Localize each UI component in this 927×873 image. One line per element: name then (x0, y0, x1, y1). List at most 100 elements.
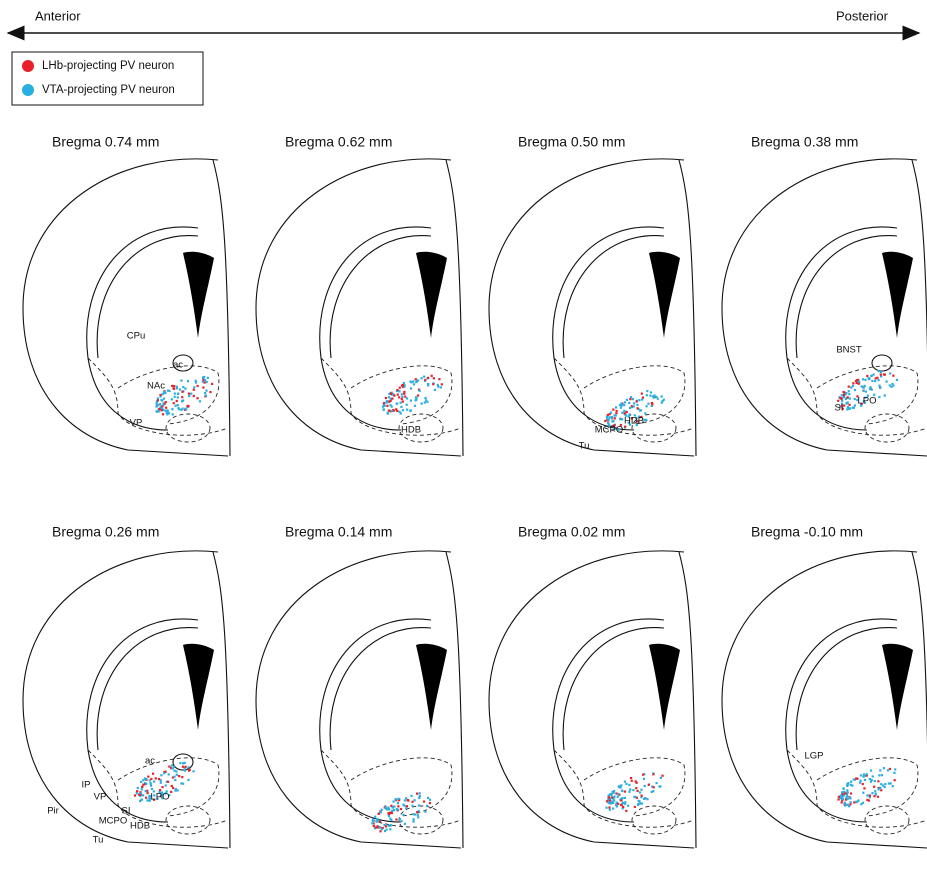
neuron-dot (187, 766, 189, 768)
neuron-dot (620, 804, 622, 806)
neuron-dot (605, 807, 607, 809)
neuron-dot (411, 801, 413, 803)
neuron-dot (612, 409, 614, 411)
brain-section: LGP (722, 551, 927, 848)
neuron-dot (628, 791, 630, 793)
neuron-dot (204, 379, 206, 381)
neuron-dot (629, 407, 631, 409)
neuron-dot (165, 784, 167, 786)
brain-outline (912, 160, 927, 456)
neuron-dot (177, 404, 179, 406)
neuron-dot (188, 393, 190, 395)
neuron-dot (397, 802, 399, 804)
neuron-dot (193, 395, 195, 397)
neuron-dot (652, 790, 654, 792)
region-boundary (351, 758, 452, 816)
neuron-dot (146, 792, 148, 794)
neuron-dot (156, 403, 158, 405)
neuron-dot (862, 802, 864, 804)
neuron-dot (414, 799, 416, 801)
white-matter (796, 236, 897, 358)
neuron-dot (634, 806, 636, 808)
neuron-dot (403, 382, 405, 384)
neuron-dot (172, 413, 174, 415)
neuron-dot (171, 408, 173, 410)
neuron-dot (168, 765, 170, 767)
region-boundary (865, 414, 909, 442)
anterior-commissure (872, 355, 892, 371)
neuron-dot (383, 402, 385, 404)
region-label: BNST (836, 345, 862, 356)
neuron-dot (661, 395, 663, 397)
neuron-dot (427, 377, 429, 379)
neuron-dot (643, 798, 645, 800)
region-label: MCPO (595, 425, 624, 436)
neuron-dot (886, 380, 888, 382)
neuron-dot (424, 811, 426, 813)
neuron-dot (884, 783, 886, 785)
white-matter (320, 227, 431, 430)
ventricle (882, 644, 913, 730)
neuron-dot (846, 789, 848, 791)
neuron-dot (642, 774, 644, 776)
neuron-dot (160, 409, 162, 411)
neuron-dot (415, 397, 417, 399)
neuron-dot (174, 405, 176, 407)
neuron-dot (632, 789, 634, 791)
neuron-dot (852, 385, 854, 387)
neuron-dot (652, 773, 654, 775)
neuron-dot (653, 786, 655, 788)
neuron-dot (629, 788, 631, 790)
neuron-dot (388, 400, 390, 402)
neuron-dot (180, 379, 182, 381)
neuron-dot (606, 416, 608, 418)
neuron-dot (864, 779, 866, 781)
neuron-dot (196, 397, 198, 399)
neuron-dot (386, 400, 388, 402)
neuron-dot (405, 807, 407, 809)
neuron-dot (846, 408, 848, 410)
panel-title: Bregma 0.50 mm (518, 134, 625, 150)
neuron-dot (372, 820, 374, 822)
neuron-dot (853, 801, 855, 803)
neuron-dot (204, 392, 206, 394)
region-label: Tu (93, 835, 104, 846)
neuron-dot (147, 776, 149, 778)
neuron-dot (655, 396, 657, 398)
legend-dot (22, 60, 34, 72)
neuron-dot (390, 819, 392, 821)
neuron-dot (165, 407, 167, 409)
neuron-dot (854, 389, 856, 391)
neuron-dot (874, 380, 876, 382)
neuron-dot (869, 778, 871, 780)
region-label: HDB (130, 821, 150, 832)
neuron-dot (165, 401, 167, 403)
brain-outline (679, 552, 696, 848)
neuron-dot (404, 396, 406, 398)
neuron-dot (655, 782, 657, 784)
neuron-dot (192, 770, 194, 772)
neuron-dot (393, 395, 395, 397)
region-boundary (166, 806, 210, 834)
neuron-dot (206, 381, 208, 383)
neuron-dot (851, 785, 853, 787)
neuron-dot (619, 418, 621, 420)
legend-label: LHb-projecting PV neuron (42, 60, 174, 72)
panel-title: Bregma 0.26 mm (52, 524, 159, 540)
white-matter (87, 227, 198, 430)
neuron-dot (159, 403, 161, 405)
neuron-dot (371, 822, 373, 824)
neuron-dot (390, 824, 392, 826)
neuron-dot (181, 396, 183, 398)
neuron-dot (869, 794, 871, 796)
neuron-dot (879, 787, 881, 789)
ventricle (183, 644, 214, 730)
neuron-dot (843, 394, 845, 396)
neuron-dot (625, 810, 627, 812)
neuron-dot (166, 413, 168, 415)
neuron-dot (653, 394, 655, 396)
neuron-dot (176, 400, 178, 402)
region-boundary (166, 414, 210, 442)
neuron-dot (417, 394, 419, 396)
neuron-dot (626, 399, 628, 401)
